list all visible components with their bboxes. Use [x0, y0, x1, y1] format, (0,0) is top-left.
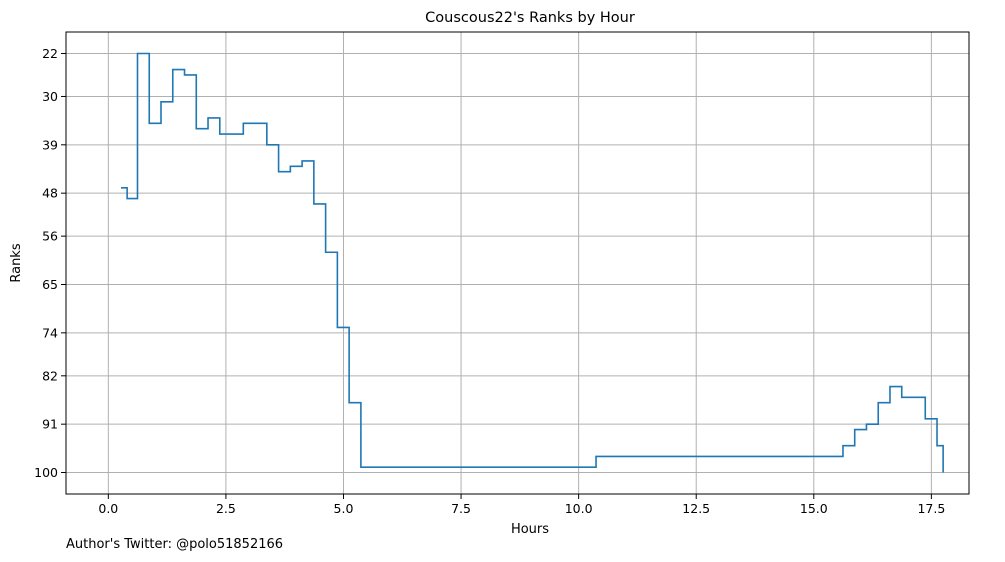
- data-series: [121, 52, 944, 473]
- rank-step-line: [121, 52, 944, 473]
- x-tick-label: 5.0: [334, 501, 354, 516]
- x-tick-label: 0.0: [98, 501, 118, 516]
- x-tick-label: 15.0: [800, 501, 828, 516]
- x-tick-label: 10.0: [565, 501, 593, 516]
- x-tick-label: 2.5: [216, 501, 236, 516]
- plot-frame: [65, 31, 970, 495]
- y-tick-label: 22: [42, 46, 58, 61]
- y-tick-label: 30: [42, 89, 58, 104]
- y-tick-label: 74: [42, 325, 58, 340]
- y-tick-label: 82: [42, 368, 58, 383]
- chart-title: Couscous22's Ranks by Hour: [425, 10, 635, 26]
- x-ticks: 0.0 2.5 5.0 7.5 10.0 12.5 15.0 17.5: [98, 494, 945, 516]
- x-axis-label: Hours: [511, 522, 549, 537]
- x-tick-label: 17.5: [917, 501, 945, 516]
- author-twitter-note: Author's Twitter: @polo51852166: [66, 537, 284, 552]
- y-tick-label: 91: [42, 417, 58, 432]
- y-ticks: 22 30 39 48 56 65 74 82 91 100: [34, 46, 66, 480]
- y-tick-label: 56: [42, 229, 58, 244]
- grid-lines: [66, 32, 969, 494]
- y-tick-label: 100: [34, 465, 58, 480]
- y-tick-label: 39: [42, 137, 58, 152]
- y-tick-label: 48: [42, 186, 58, 201]
- x-tick-label: 7.5: [451, 501, 471, 516]
- y-tick-label: 65: [42, 277, 58, 292]
- x-tick-label: 12.5: [682, 501, 710, 516]
- y-axis-label: Ranks: [9, 243, 24, 282]
